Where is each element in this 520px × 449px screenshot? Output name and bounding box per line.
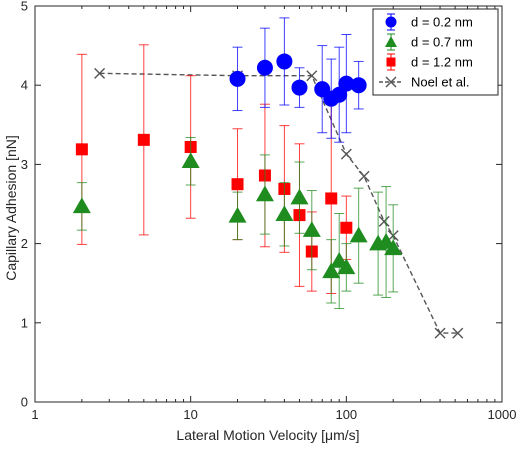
y-tick-label: 4: [21, 78, 28, 93]
axes-frame: [34, 5, 503, 403]
x-axis-label: Lateral Motion Velocity [μm/s]: [176, 427, 359, 443]
data-point: [256, 59, 273, 76]
x-stroke: [340, 148, 352, 160]
legend-entry: d = 0.2 nm: [385, 13, 473, 31]
data-point: [275, 205, 294, 222]
y-tick-label: 5: [21, 0, 28, 14]
x-stroke: [434, 327, 446, 339]
legend-marker: [386, 57, 396, 67]
data-point: [340, 148, 352, 160]
data-point: [378, 215, 390, 227]
data-point: [325, 192, 338, 205]
x-stroke: [306, 70, 318, 82]
legend-label: d = 0.7 nm: [411, 35, 473, 50]
y-tick-label: 3: [21, 157, 28, 172]
data-point: [302, 221, 321, 237]
series-noel-et-al: [94, 67, 464, 339]
data-point: [290, 188, 309, 205]
y-tick-label: 0: [21, 395, 28, 410]
x-tick-label: 1000: [488, 407, 517, 422]
data-point: [337, 258, 356, 275]
y-tick-label: 2: [21, 236, 28, 251]
data-point: [452, 327, 464, 339]
y-axis-label: Capillary Adhesion [nN]: [3, 135, 19, 281]
legend-entry: Noel et al.: [379, 75, 470, 90]
x-stroke: [358, 170, 370, 182]
x-tick-label: 100: [335, 407, 357, 422]
legend-label: d = 0.2 nm: [411, 15, 473, 30]
data-point: [340, 221, 353, 234]
legend-label: d = 1.2 nm: [411, 55, 473, 70]
legend-marker: [385, 76, 397, 88]
data-point: [350, 77, 367, 94]
data-point: [322, 262, 341, 279]
data-point: [94, 67, 106, 79]
data-point: [291, 79, 308, 96]
legend-label: Noel et al.: [411, 75, 470, 90]
legend-marker: [385, 16, 397, 28]
data-point: [306, 70, 318, 82]
legend: d = 0.2 nm d = 0.7 nm d = 1.2 nm Noel et al…: [372, 8, 499, 96]
series-d-0-2-nm: [229, 17, 367, 143]
data-point: [349, 226, 368, 243]
data-point: [137, 133, 150, 146]
data-point: [229, 70, 246, 87]
data-point: [358, 170, 370, 182]
data-point: [75, 143, 88, 156]
data-point: [255, 185, 274, 202]
x-stroke: [94, 67, 106, 79]
data-point: [228, 206, 247, 223]
x-stroke: [385, 76, 397, 88]
legend-entry: d = 1.2 nm: [386, 53, 473, 71]
data-point: [72, 197, 91, 214]
plot-area: [72, 17, 464, 339]
data-point: [384, 239, 403, 256]
data-point: [181, 152, 200, 168]
data-point: [276, 53, 293, 70]
data-point: [434, 327, 446, 339]
x-stroke: [378, 215, 390, 227]
x-tick-label: 1: [31, 407, 38, 422]
legend-entry: d = 0.7 nm: [385, 33, 473, 51]
series-line: [99, 72, 458, 334]
y-tick-label: 1: [21, 315, 28, 330]
x-tick-label: 10: [183, 407, 197, 422]
series-d-0-7-nm: [72, 136, 403, 310]
legend-marker: [385, 36, 397, 47]
x-stroke: [452, 327, 464, 339]
data-point: [231, 178, 244, 191]
